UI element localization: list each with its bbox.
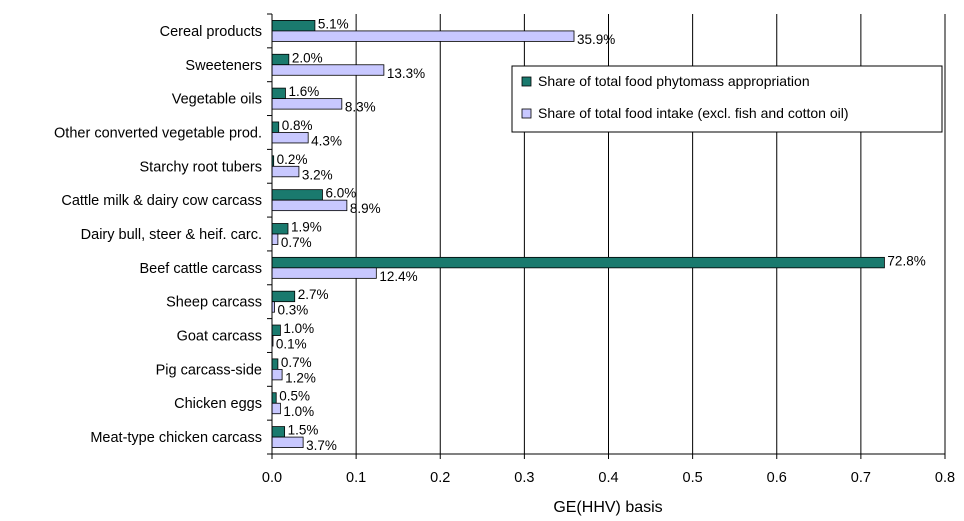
bar-food-intake (271, 64, 385, 76)
bar-food-intake (271, 165, 300, 178)
category-label: Cattle milk & dairy cow carcass (61, 193, 262, 209)
legend-label: Share of total food intake (excl. fish a… (538, 105, 849, 121)
bar-food-intake (271, 436, 304, 448)
legend: Share of total food phytomass appropriat… (511, 65, 943, 133)
category-label: Sheep carcass (166, 295, 262, 311)
bars (271, 20, 885, 448)
bar-food-intake (271, 267, 377, 279)
x-tick-label: 0.7 (851, 470, 871, 486)
data-label-food-intake: 0.1% (276, 337, 307, 352)
data-label-food-intake: 3.2% (302, 167, 333, 182)
bar-food-intake (271, 233, 279, 245)
bar-phytomass (271, 324, 281, 336)
bar-food-intake (271, 98, 343, 110)
bar-phytomass (271, 256, 885, 269)
data-label-phytomass: 2.0% (292, 50, 323, 65)
data-label-phytomass: 0.7% (281, 355, 312, 370)
data-label-phytomass: 5.1% (318, 16, 349, 31)
legend-swatch (521, 108, 532, 119)
bar-food-intake (271, 368, 283, 381)
data-label-phytomass: 1.0% (283, 321, 314, 336)
data-label-food-intake: 0.3% (278, 303, 309, 318)
x-tick-label: 0.2 (430, 470, 450, 486)
data-label-phytomass: 2.7% (298, 287, 329, 302)
bar-phytomass (271, 392, 277, 404)
category-label: Dairy bull, steer & heif. carc. (81, 227, 262, 243)
x-tick-label: 0.8 (935, 470, 955, 486)
x-tick-label: 0.4 (598, 470, 618, 486)
data-label-food-intake: 13.3% (387, 66, 425, 81)
bar-food-intake (271, 402, 281, 415)
bar-phytomass (271, 358, 279, 370)
data-label-food-intake: 35.9% (577, 32, 615, 47)
data-label-food-intake: 0.7% (281, 235, 312, 250)
data-label-food-intake: 1.2% (285, 370, 316, 385)
bar-phytomass (271, 290, 296, 303)
x-tick-label: 0.5 (683, 470, 703, 486)
bar-food-intake (271, 132, 309, 144)
data-label-food-intake: 1.0% (283, 404, 314, 419)
legend-swatch (521, 76, 532, 87)
data-label-phytomass: 72.8% (887, 253, 925, 268)
category-label: Sweeteners (185, 58, 262, 74)
bar-phytomass (271, 426, 286, 438)
data-label-phytomass: 0.8% (282, 118, 313, 133)
data-label-food-intake: 12.4% (379, 269, 417, 284)
bar-food-intake (271, 30, 575, 42)
x-tick-label: 0.0 (262, 470, 282, 486)
data-label-phytomass: 1.6% (288, 84, 319, 99)
x-tick-label: 0.3 (514, 470, 534, 486)
bar-phytomass (271, 223, 289, 235)
labels: 5.1% 35.9% Cereal products 2.0% 13.3% Sweeten… (54, 16, 955, 486)
data-label-phytomass: 6.0% (325, 186, 356, 201)
category-label: Chicken eggs (174, 396, 262, 412)
category-label: Pig carcass-side (156, 362, 262, 378)
category-label: Goat carcass (177, 329, 262, 345)
data-label-phytomass: 0.2% (277, 152, 308, 167)
data-label-phytomass: 0.5% (279, 389, 310, 404)
legend-label: Share of total food phytomass appropriat… (538, 73, 810, 89)
category-label: Vegetable oils (172, 92, 262, 108)
data-label-food-intake: 8.9% (350, 201, 381, 216)
bar-phytomass (271, 189, 323, 201)
x-tick-label: 0.6 (767, 470, 787, 486)
legend-box (511, 65, 943, 133)
category-label: Meat-type chicken carcass (90, 430, 262, 446)
category-label: Starchy root tubers (140, 159, 263, 175)
data-label-food-intake: 8.3% (345, 100, 376, 115)
bar-phytomass (271, 87, 286, 100)
data-label-phytomass: 1.9% (291, 220, 322, 235)
data-label-phytomass: 1.5% (288, 423, 319, 438)
bar-phytomass (271, 20, 316, 32)
bar-phytomass (271, 121, 280, 133)
category-label: Cereal products (160, 24, 262, 40)
category-label: Beef cattle carcass (140, 261, 263, 277)
data-label-food-intake: 3.7% (306, 438, 337, 453)
x-tick-label: 0.1 (346, 470, 366, 486)
bar-food-intake (271, 199, 348, 212)
category-label: Other converted vegetable prod. (54, 125, 262, 141)
data-label-food-intake: 4.3% (311, 133, 342, 148)
bar-phytomass (271, 53, 290, 66)
x-axis-title: GE(HHV) basis (553, 499, 662, 516)
axes (267, 13, 946, 459)
